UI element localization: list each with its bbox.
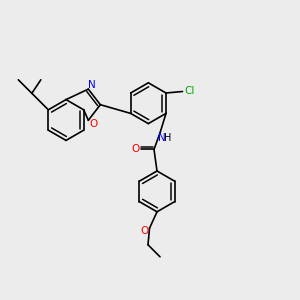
Text: O: O xyxy=(131,144,139,154)
Text: N: N xyxy=(158,133,165,143)
Text: O: O xyxy=(140,226,148,236)
Text: H: H xyxy=(164,133,171,143)
Text: O: O xyxy=(89,119,97,129)
Text: Cl: Cl xyxy=(184,86,194,97)
Text: N: N xyxy=(88,80,96,90)
